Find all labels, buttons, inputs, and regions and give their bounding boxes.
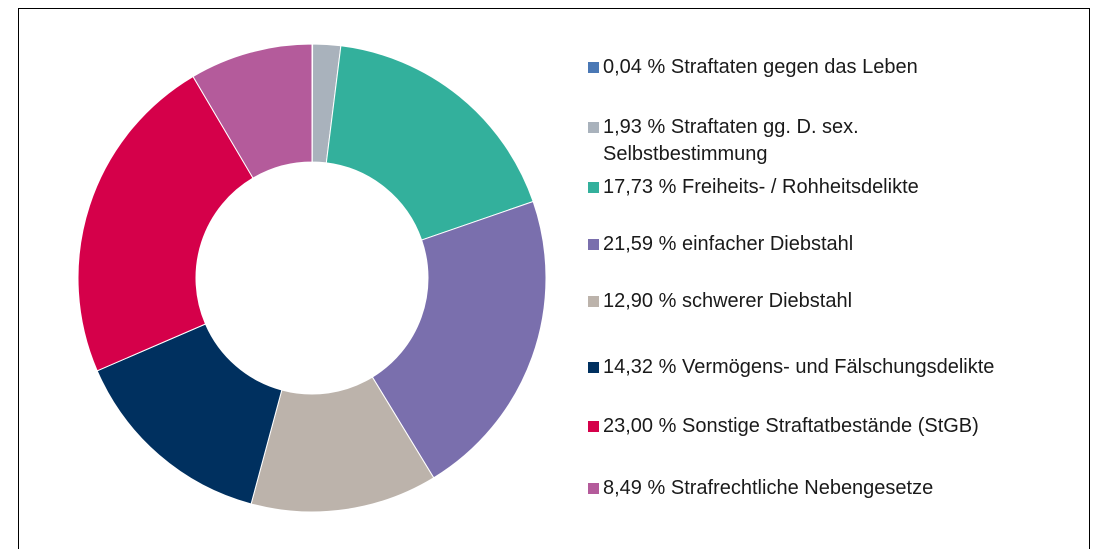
legend-item: 1,93 % Straftaten gg. D. sex. Selbstbesti…	[588, 114, 903, 168]
legend-text: 8,49 % Strafrechtliche Nebengesetze	[603, 475, 933, 502]
value-label: 23,00 %	[603, 415, 677, 437]
slice	[371, 200, 547, 479]
value-label: 14,32 %	[603, 356, 677, 378]
legend-item: 0,04 % Straftaten gegen das Leben	[588, 54, 918, 81]
legend-swatch	[588, 296, 599, 307]
legend-label: Straftaten gg. D. sex. Selbstbestimmung	[603, 116, 859, 165]
legend-label: Strafrechtliche Nebengesetze	[670, 477, 934, 499]
legend-swatch	[588, 122, 599, 133]
legend-item: 14,32 % Vermögens- und Fälschungsdelikte	[588, 354, 994, 381]
value-label: 17,73 %	[603, 176, 677, 198]
legend-swatch	[588, 182, 599, 193]
legend-swatch	[588, 421, 599, 432]
value-label: 21,59 %	[603, 233, 677, 255]
legend-label: Freiheits- / Rohheitsdelikte	[681, 176, 919, 198]
value-label: 1,93 %	[603, 116, 666, 138]
legend-text: 14,32 % Vermögens- und Fälschungsdelikte	[603, 354, 994, 381]
legend-swatch	[588, 362, 599, 373]
frame	[18, 8, 1090, 549]
slice	[192, 43, 313, 179]
legend-label: Vermögens- und Fälschungsdelikte	[681, 356, 995, 378]
legend-text: 23,00 % Sonstige Straftatbestände (StGB)	[603, 413, 979, 440]
slice	[77, 75, 254, 372]
legend-swatch	[588, 483, 599, 494]
legend-text: 12,90 % schwerer Diebstahl	[603, 288, 852, 315]
donut	[77, 43, 547, 513]
legend-swatch	[588, 62, 599, 73]
legend-item: 21,59 % einfacher Diebstahl	[588, 231, 853, 258]
legend-item: 12,90 % schwerer Diebstahl	[588, 288, 852, 315]
legend-text: 17,73 % Freiheits- / Rohheitsdelikte	[603, 174, 919, 201]
slice	[325, 45, 534, 241]
legend-label: Sonstige Straftatbestände (StGB)	[681, 415, 979, 437]
slice	[96, 323, 283, 505]
legend-label: einfacher Diebstahl	[681, 233, 854, 255]
legend-item: 8,49 % Strafrechtliche Nebengesetze	[588, 475, 933, 502]
legend-item: 23,00 % Sonstige Straftatbestände (StGB)	[588, 413, 979, 440]
legend-label: schwerer Diebstahl	[681, 290, 853, 312]
legend-item: 17,73 % Freiheits- / Rohheitsdelikte	[588, 174, 919, 201]
legend-swatch	[588, 239, 599, 250]
legend-text: 21,59 % einfacher Diebstahl	[603, 231, 853, 258]
value-label: 8,49 %	[603, 477, 666, 499]
legend: 0,04 % Straftaten gegen das Leben 1,93 % St…	[588, 0, 1088, 549]
legend-text: 0,04 % Straftaten gegen das Leben	[603, 54, 918, 81]
value-label: 0,04 %	[603, 56, 666, 78]
legend-text: 1,93 % Straftaten gg. D. sex. Selbstbesti…	[603, 114, 903, 168]
legend-label: Straftaten gegen das Leben	[670, 56, 918, 78]
value-label: 12,90 %	[603, 290, 677, 312]
